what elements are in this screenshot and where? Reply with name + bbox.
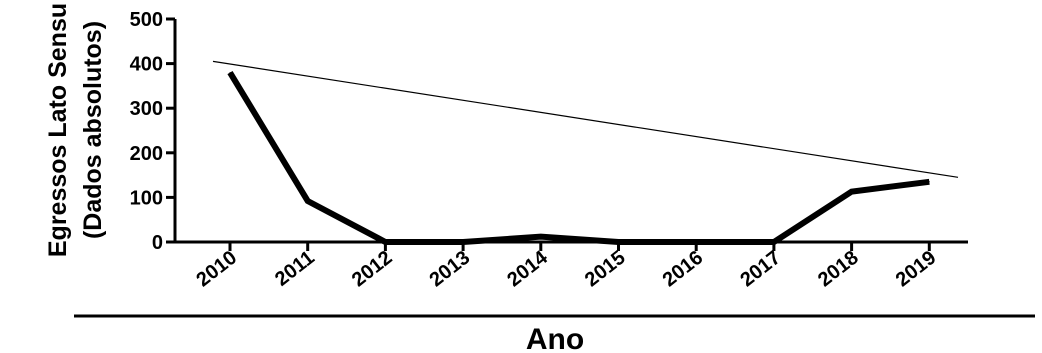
x-tick-label: 2019 [892,247,941,292]
data-point [618,241,619,243]
x-tick-label: 2016 [659,247,708,292]
y-tick-label: 300 [130,98,163,120]
y-axis-title-line2: (Dados absolutos) [79,21,107,239]
y-tick-label: 200 [130,143,163,165]
y-tick-label: 100 [130,187,163,209]
y-tick-label: 0 [152,232,163,254]
data-point [384,241,386,243]
x-tick-label: 2014 [503,246,552,291]
x-tick-label: 2010 [192,247,241,292]
y-tick-label: 500 [130,9,163,31]
data-point [928,181,930,183]
x-tick-label: 2011 [271,247,319,291]
x-axis: 2010 2011 2012 2013 2014 2015 2016 2017 2018 2019 [175,240,968,292]
data-point [695,241,697,243]
data-point [540,236,542,238]
series-layer [227,70,930,245]
data-point [462,241,464,243]
y-axis-title-line1: Egressos Lato Sensu [44,3,72,257]
data-point [851,191,853,193]
x-tick-label: 2017 [736,247,785,292]
x-axis-title: Ano [526,323,584,353]
x-tick-label: 2018 [814,247,863,292]
y-axis: 0 100 200 300 400 500 [130,9,177,254]
x-tick-label: 2015 [581,247,630,292]
y-tick-label: 400 [130,54,163,76]
trendline-layer [212,60,959,178]
x-tick-label: 2013 [426,247,475,292]
trend-line [212,60,959,178]
data-point [307,200,309,202]
series-line [227,70,930,245]
x-tick-label: 2012 [348,247,397,292]
data-point [773,241,775,243]
data-point [229,72,231,74]
